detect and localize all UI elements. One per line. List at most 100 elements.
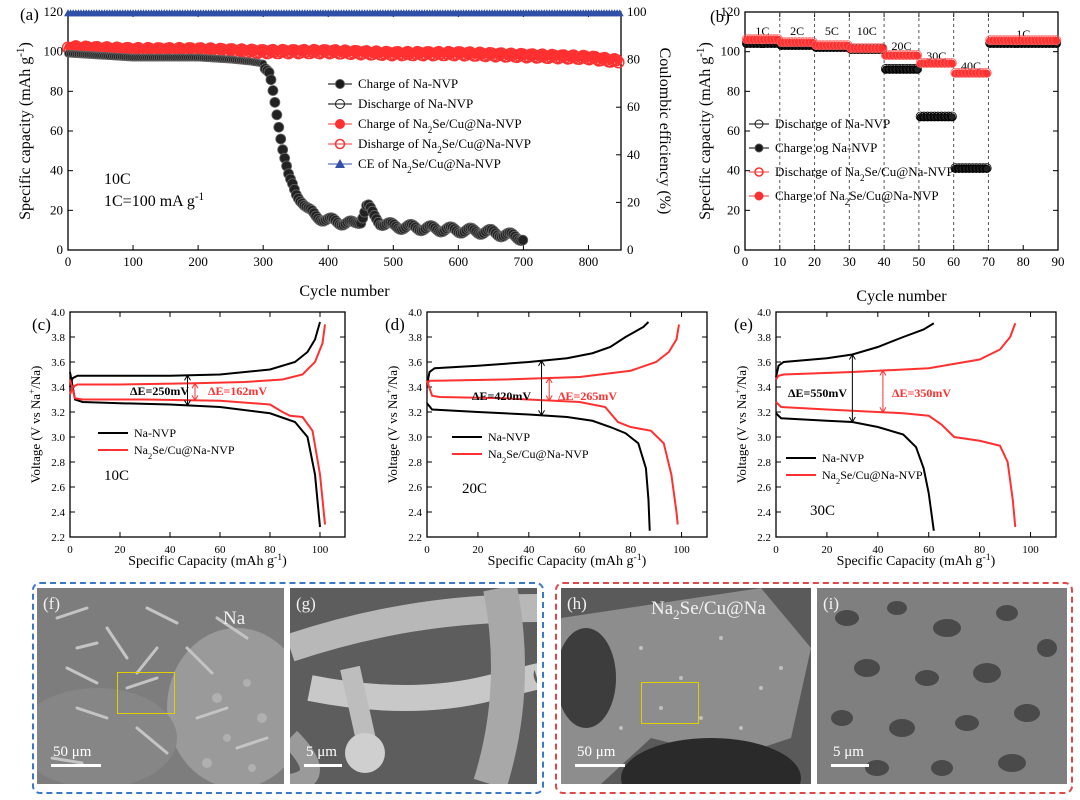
- chart-e-ytick-label: 2.2: [757, 532, 771, 544]
- chart-c-series-na-nvp: [69, 321, 321, 528]
- chart-d-charge-curve: [426, 321, 650, 385]
- chart-a-y2tick-label: 100: [627, 4, 647, 19]
- chart-a-annotation-rate: 10C: [104, 171, 131, 188]
- chart-a-legend-item: [328, 79, 352, 89]
- chart-e-discharge-curve: [775, 401, 1017, 528]
- chart-e-charge-curve: [775, 322, 1017, 381]
- chart-d-discharge-curve: [426, 380, 679, 525]
- chart-b-point: [878, 44, 887, 53]
- chart-b-xtick-label: 40: [878, 254, 891, 269]
- chart-b-xtick-label: 90: [1052, 254, 1065, 269]
- chart-d-ytick-label: 3.8: [408, 332, 422, 344]
- chart-c-arrowhead: [191, 395, 199, 402]
- chart-a-series-red: [61, 40, 625, 69]
- chart-b-ytick-label: 80: [727, 83, 740, 98]
- chart-d-ytick-label: 3.2: [408, 407, 422, 419]
- chart-c-rate-label: 10C: [104, 468, 129, 484]
- chart-d-series-na-nvp: [426, 321, 651, 531]
- chart-a-xtick-label: 0: [65, 254, 72, 269]
- chart-a-legend-marker: [334, 138, 346, 150]
- chart-c-discharge-curve: [69, 379, 326, 525]
- chart-d-arrowhead: [538, 359, 545, 367]
- chart-b-ytick-label: 100: [721, 44, 741, 59]
- chart-e-ytick-label: 3.0: [757, 432, 771, 444]
- chart-b-xlabel: Cycle number: [856, 288, 947, 305]
- chart-b-legend-item: [749, 167, 769, 177]
- chart-c-series-na2se: [69, 324, 326, 525]
- panel-label-h: (h): [567, 594, 587, 613]
- chart-b-point-open: [877, 43, 888, 53]
- chart-c-axes: 0 20 40 60 80 100 2.2 2.4 2.6 2.8 3.0 3.2 3.4 3.6 3.8 4…: [51, 307, 346, 556]
- chart-d-xtick-label: 100: [673, 544, 690, 556]
- chart-a-y2tick-label: 80: [627, 52, 640, 67]
- chart-b-legend-item: [749, 143, 769, 153]
- chart-e-ytick-label: 3.2: [757, 407, 771, 419]
- chart-d-xtick-label: 60: [574, 544, 586, 556]
- chart-a-legend-marker: [335, 79, 345, 89]
- chart-e-ytick-label: 2.4: [757, 507, 771, 519]
- chart-c-delta-e-red: ΔE=162mV: [208, 384, 267, 398]
- chart-d-charge-curve: [426, 324, 680, 386]
- chart-b-point: [948, 59, 956, 68]
- chart-d-xtick-label: 40: [523, 544, 535, 556]
- chart-e-ytick-label: 3.8: [757, 332, 771, 344]
- chart-a-black-point: [271, 109, 283, 121]
- chart-a-panel-label: (a): [20, 5, 39, 24]
- chart-c-ytick-label: 2.4: [51, 507, 65, 519]
- sem-title-na: Na: [223, 608, 246, 629]
- chart-c-arrowhead: [184, 374, 191, 381]
- chart-c-ytick-label: 2.2: [51, 532, 65, 544]
- chart-e-delta-e-red: ΔE=350mV: [892, 386, 951, 400]
- chart-e-legend-label: Na-NVP: [822, 451, 864, 465]
- chart-d-arrowhead: [545, 377, 553, 384]
- sem-title-na2se: Na2Se/Cu@Na: [651, 598, 766, 622]
- chart-a-legend-item: [328, 99, 352, 109]
- chart-e-ytick-label: 3.4: [757, 382, 771, 394]
- chart-b-legend-label: Discharge of Na2Se/Cu@Na-NVP: [775, 164, 954, 183]
- chart-a-red-point: [612, 56, 625, 69]
- chart-c-ylabel: Voltage (V vs Na+/Na): [27, 366, 43, 484]
- chart-a-black-point: [275, 133, 287, 145]
- chart-b-ytick-label: 60: [727, 123, 740, 138]
- chart-a-legend-label: CE of Na2Se/Cu@Na-NVP: [358, 156, 501, 175]
- chart-a-ytick-label: 60: [50, 123, 63, 138]
- chart-d-ytick-label: 4.0: [408, 307, 422, 319]
- chart-b-point-open: [947, 58, 957, 68]
- chart-e-ytick-label: 4.0: [757, 307, 771, 319]
- chart-c-legend-label: Na-NVP: [134, 426, 176, 440]
- chart-d-ytick-label: 2.2: [408, 532, 422, 544]
- chart-e-rate-label: 30C: [810, 503, 835, 519]
- chart-c-ytick-label: 3.0: [51, 432, 65, 444]
- chart-a-ytick-label: 100: [44, 44, 64, 59]
- chart-a-ytick-label: 120: [44, 4, 64, 19]
- chart-a-ytick-label: 20: [50, 202, 63, 217]
- chart-b-point: [982, 69, 991, 78]
- chart-d-ytick-label: 3.4: [408, 382, 422, 394]
- sem-image-h: (h) Na2Se/Cu@Na 50 μm: [561, 588, 811, 784]
- scale-bar-f: [51, 764, 101, 767]
- chart-d-delta-arrows: [538, 359, 553, 417]
- chart-e-xtick-label: 60: [923, 544, 935, 556]
- chart-a-legend-label: Disharge of Na2Se/Cu@Na-NVP: [358, 136, 531, 155]
- chart-d-frame: [426, 311, 708, 538]
- chart-e-ylabel: Voltage (V vs Na+/Na): [733, 366, 749, 484]
- chart-d-series-na2se: [426, 324, 680, 525]
- chart-c-discharge-curve: [69, 371, 321, 528]
- chart-e-delta-e-black: ΔE=550mV: [788, 386, 847, 400]
- chart-a-xtick-label: 700: [514, 254, 534, 269]
- chart-e-delta-arrows: [848, 353, 887, 423]
- chart-a-legend-label: Discharge of Na-NVP: [358, 96, 473, 111]
- chart-a-black-point: [267, 85, 279, 96]
- chart-c-xtick-label: 40: [165, 544, 177, 556]
- chart-a-annotation-1c: 1C=100 mA g-1: [104, 191, 204, 210]
- chart-a-series-ce: [64, 9, 624, 17]
- frame-na2se-images: [555, 582, 1073, 794]
- chart-a-axes: 0 100 200 300 400 500 600 700 800 0 20 40 60 80 100 120: [44, 4, 622, 269]
- chart-c-delta-arrows: [184, 374, 199, 407]
- chart-b-ylabel: Specific capacity (mAh g-1): [695, 42, 714, 220]
- sem-image-f: (f) Na 50 μm: [37, 588, 284, 784]
- chart-e-xtick-label: 80: [974, 544, 986, 556]
- chart-b-ytick-label: 0: [734, 242, 741, 257]
- chart-a-legend-item: [328, 138, 352, 150]
